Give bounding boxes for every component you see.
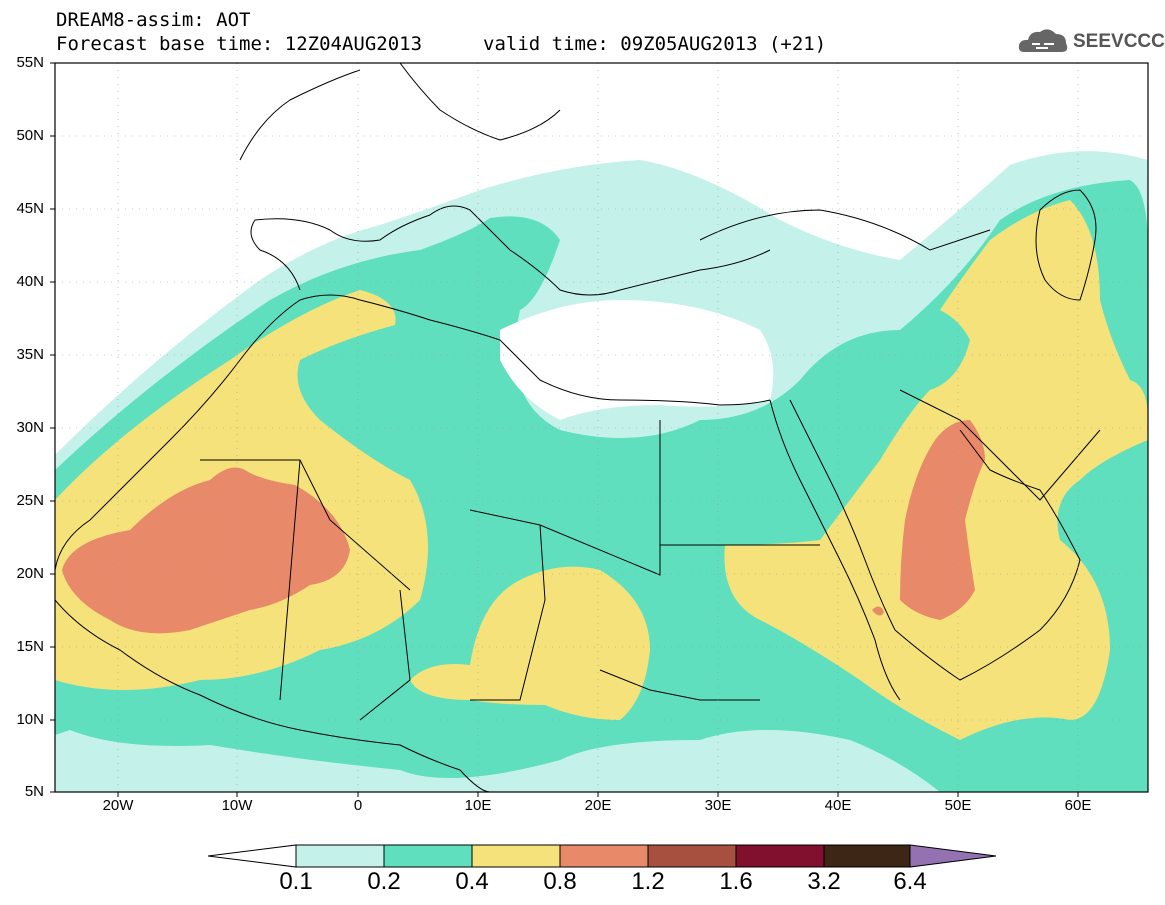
lat-label: 5N (24, 783, 44, 800)
aot-contour-0.4-central (410, 566, 650, 720)
colorbar-bin-2 (471, 844, 561, 868)
colorbar-label: 1.6 (719, 868, 753, 895)
colorbar-bin-6 (823, 844, 911, 868)
valid-time: valid time: 09Z05AUG2013 (+21) (483, 33, 827, 55)
lat-label: 35N (16, 346, 44, 363)
lon-label: 60E (1064, 797, 1092, 814)
lat-label: 10N (16, 711, 44, 728)
lat-label: 15N (16, 638, 44, 655)
colorbar-label: 3.2 (807, 868, 841, 895)
lon-label: 30E (704, 797, 732, 814)
lat-label: 20N (16, 565, 44, 582)
colorbar-label: 6.4 (893, 868, 927, 895)
colorbar-bin-0 (295, 844, 385, 868)
coastlines (55, 63, 1101, 792)
colorbar-label: 1.2 (631, 868, 665, 895)
colorbar-bin-5 (735, 844, 825, 868)
lon-label: 50E (944, 797, 972, 814)
lon-label: 0 (353, 797, 363, 814)
lat-label: 40N (16, 273, 44, 290)
colorbar-over (909, 844, 997, 868)
colorbar (207, 844, 997, 868)
lon-label: 20W (102, 797, 134, 814)
lon-label: 10E (464, 797, 492, 814)
lat-label: 55N (16, 54, 44, 71)
colorbar-under (207, 844, 297, 868)
lat-label: 30N (16, 419, 44, 436)
aot-contour-0.8-west (62, 467, 350, 634)
colorbar-bin-1 (383, 844, 473, 868)
forecast-base-time: Forecast base time: 12Z04AUG2013 (56, 33, 423, 55)
colorbar-label: 0.8 (543, 868, 577, 895)
colorbar-bin-3 (559, 844, 649, 868)
lat-label: 45N (16, 200, 44, 217)
cloud-icon (1018, 29, 1068, 52)
lon-label: 10W (221, 797, 253, 814)
lon-label: 20E (584, 797, 612, 814)
colorbar-label: 0.4 (455, 868, 489, 895)
aot-contour-0.8-east (900, 420, 985, 620)
lon-label: 40E (824, 797, 852, 814)
lat-label: 25N (16, 492, 44, 509)
colorbar-label: 0.2 (367, 868, 401, 895)
map-title: DREAM8-assim: AOT (56, 9, 251, 31)
colorbar-bin-4 (647, 844, 737, 868)
colorbar-label: 0.1 (279, 868, 313, 895)
lat-label: 50N (16, 127, 44, 144)
logo-text: SEEVCCC (1073, 31, 1165, 52)
